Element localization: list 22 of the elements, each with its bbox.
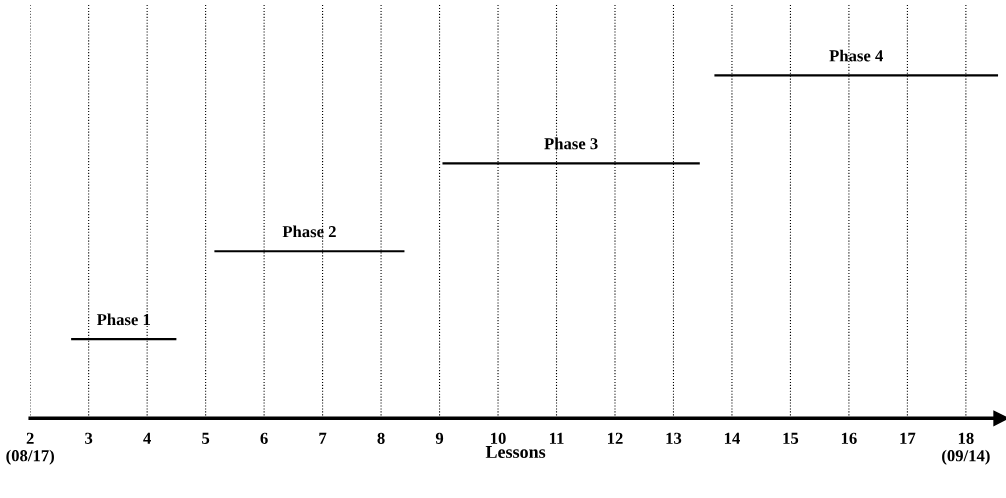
x-tick-label: 18 (09/14) <box>942 432 990 465</box>
x-tick-label: 5 <box>202 432 210 444</box>
x-tick-label: 11 <box>549 432 564 444</box>
x-tick-label: 7 <box>319 432 327 444</box>
x-tick-label: 3 <box>85 432 93 444</box>
x-tick-label: 8 <box>377 432 385 444</box>
y-tick-label: Phase 2 <box>282 225 336 238</box>
x-tick-label: 13 <box>666 432 682 444</box>
x-tick-label: 14 <box>724 432 740 444</box>
y-tick-label: Phase 3 <box>544 137 598 150</box>
x-tick-label: 15 <box>783 432 799 444</box>
x-tick-label: 2 (08/17) <box>6 432 54 465</box>
x-tick-label: 16 <box>841 432 857 444</box>
x-tick-label: 17 <box>900 432 916 444</box>
x-tick-label: 10 <box>491 432 506 444</box>
x-tick-label: 6 <box>260 432 268 444</box>
y-tick-label: Phase 4 <box>829 49 883 62</box>
x-axis-title: Lessons <box>485 446 546 459</box>
x-tick-label: 4 <box>143 432 151 444</box>
x-tick-label: 12 <box>608 432 623 444</box>
y-tick-label: Phase 1 <box>96 313 150 326</box>
x-tick-label: 9 <box>435 432 444 444</box>
